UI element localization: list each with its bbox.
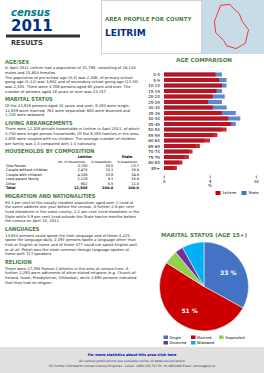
svg-text:75-79: 75-79: [148, 155, 160, 160]
svg-text:0-4: 0-4: [153, 72, 160, 77]
svg-text:0: 0: [163, 179, 166, 184]
svg-text:30-34: 30-34: [148, 105, 160, 110]
svg-text:40-44: 40-44: [148, 116, 160, 121]
html-text:12,308: 12,308: [73, 186, 88, 191]
html-text:Leitrim: Leitrim: [77, 155, 92, 160]
html-text:4,168: 4,168: [77, 172, 88, 177]
svg-text:20-24: 20-24: [148, 94, 160, 99]
html-text:The population of pre-school a: The population of pre-school age (0-4) w…: [5, 74, 139, 94]
html-text:census: census: [11, 6, 50, 19]
html-text:Divorced: Divorced: [169, 340, 187, 345]
html-text:Lone parent family: Lone parent family: [6, 177, 39, 182]
svg-text:50-54: 50-54: [148, 127, 160, 132]
html-text:There were 27,394 Roman Cathol: There were 27,394 Roman Catholics in the…: [5, 265, 137, 285]
html-text:There were 12,308 private hous: There were 12,308 private households in …: [5, 126, 140, 146]
svg-text:5-9: 5-9: [153, 78, 160, 83]
html-text:AGE/SEX: AGE/SEX: [5, 59, 30, 65]
html-text:10.9: 10.9: [131, 177, 139, 182]
html-text:MARITAL STATUS (AGE 15+): MARITAL STATUS (AGE 15+): [161, 231, 247, 238]
html-text:LEITRIM: LEITRIM: [105, 27, 146, 38]
html-text:State: State: [121, 155, 133, 160]
html-text:HOUSEHOLDS BY COMPOSITION: HOUSEHOLDS BY COMPOSITION: [5, 148, 95, 154]
html-text:Couple without children: Couple without children: [6, 168, 48, 173]
html-text:% breakdown: % breakdown: [91, 159, 112, 164]
html-text:23.7: 23.7: [131, 163, 139, 168]
html-text:MIGRATION AND NATIONALITIES: MIGRATION AND NATIONALITIES: [5, 193, 96, 199]
html-text:33.8: 33.8: [105, 172, 114, 177]
html-text:18.9: 18.9: [131, 168, 139, 173]
html-text:3,750: 3,750: [77, 163, 88, 168]
html-text:All census publications are av: All census publications are available on…: [79, 358, 185, 363]
html-text:State: State: [248, 190, 259, 195]
html-text:AGE COMPARISON: AGE COMPARISON: [176, 57, 232, 64]
html-text:30.5: 30.5: [105, 163, 114, 168]
html-text:2011: 2011: [11, 16, 53, 35]
svg-text:45-49: 45-49: [148, 122, 160, 127]
svg-text:65-69: 65-69: [148, 144, 160, 149]
html-text:RELIGION: RELIGION: [5, 259, 32, 265]
html-text:Other: Other: [6, 181, 16, 186]
html-text:6.5: 6.5: [107, 181, 114, 186]
html-text:LANGUAGES: LANGUAGES: [5, 226, 40, 232]
svg-text:55-59: 55-59: [148, 133, 160, 138]
html-text:Couple with children: Couple with children: [6, 172, 42, 177]
html-text:One Person: One Person: [6, 163, 26, 168]
svg-text:51 %: 51 %: [181, 307, 197, 314]
html-text:For further information contac: For further information contact Census E…: [48, 363, 216, 368]
html-text:1,118: 1,118: [77, 177, 88, 182]
svg-text:70-74: 70-74: [148, 149, 160, 154]
svg-text:5: 5: [209, 179, 212, 185]
html-text:20.1: 20.1: [105, 168, 114, 173]
html-text:% breakdown: % breakdown: [116, 159, 138, 164]
html-text:Leitrim: Leitrim: [222, 190, 237, 195]
html-text:11.6: 11.6: [131, 181, 139, 186]
html-text:9.1: 9.1: [107, 177, 114, 182]
html-text:Separated: Separated: [225, 335, 245, 340]
html-text:Widowed: Widowed: [197, 340, 215, 345]
svg-text:25-29: 25-29: [148, 100, 160, 105]
html-text:MARITAL STATUS: MARITAL STATUS: [5, 96, 53, 103]
svg-text:60-64: 60-64: [148, 138, 160, 143]
html-text:802: 802: [80, 181, 88, 186]
html-text:Total: Total: [6, 186, 16, 191]
html-text:Single: Single: [169, 335, 181, 340]
svg-text:10: 10: [254, 179, 260, 184]
html-text:No. of households: No. of households: [58, 159, 86, 164]
svg-text:85+: 85+: [151, 166, 159, 171]
html-text:Of the 24,919 persons aged 15: Of the 24,919 persons aged 15 years and …: [5, 103, 130, 117]
html-text:2,470: 2,470: [77, 168, 88, 173]
html-text:13,644 persons could speak the: 13,644 persons could speak the Irish lan…: [5, 232, 137, 257]
html-text:In April 2011 Leitrim had a po: In April 2011 Leitrim had a population o…: [5, 65, 136, 75]
html-text:100.0: 100.0: [127, 186, 139, 191]
html-text:100.0: 100.0: [102, 186, 114, 191]
svg-text:80-84: 80-84: [148, 160, 160, 165]
html-text:94.3 per cent of the usually r: 94.3 per cent of the usually resident po…: [5, 199, 140, 224]
html-text:AREA PROFILE FOR COUNTY: AREA PROFILE FOR COUNTY: [105, 16, 192, 23]
svg-text:10-14: 10-14: [148, 83, 160, 88]
html-text:Married: Married: [197, 335, 212, 340]
html-text:RESULTS: RESULTS: [11, 39, 43, 47]
svg-text:33 %: 33 %: [220, 269, 236, 276]
html-text:34.9: 34.9: [131, 172, 139, 177]
svg-text:%: %: [208, 183, 212, 188]
svg-text:35-39: 35-39: [148, 111, 160, 116]
svg-text:15-19: 15-19: [148, 89, 160, 94]
html-text:LIVING ARRANGEMENTS: LIVING ARRANGEMENTS: [5, 120, 73, 126]
html-text:For more statistics about this: For more statistics about this area clic…: [87, 352, 177, 357]
